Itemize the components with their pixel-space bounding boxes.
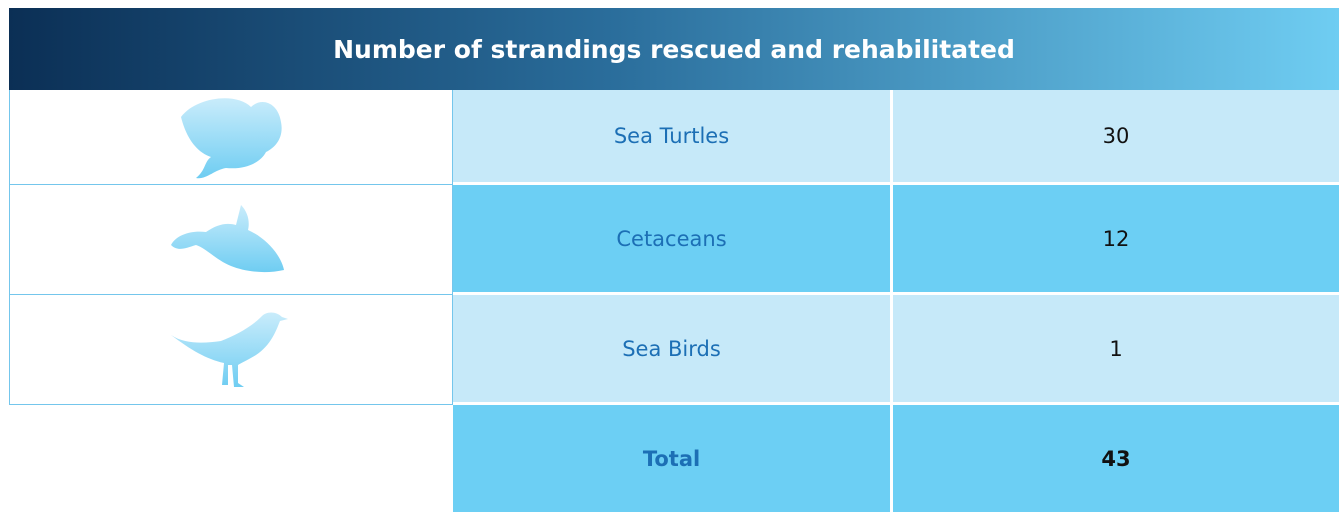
total-value: 43 — [893, 405, 1339, 515]
bird-icon — [9, 295, 453, 405]
species-name: Sea Turtles — [453, 90, 893, 185]
total-row: Total 43 — [9, 405, 1339, 515]
row: Cetaceans 12 — [9, 185, 1339, 295]
table-title: Number of strandings rescued and rehabil… — [9, 8, 1339, 90]
total-label: Total — [453, 405, 893, 515]
bird — [171, 312, 288, 387]
turtle-icon — [9, 90, 453, 185]
row: Sea Turtles 30 — [9, 90, 1339, 185]
row: Sea Birds 1 — [9, 295, 1339, 405]
count: 1 — [893, 295, 1339, 405]
cetacean-icon — [9, 185, 453, 295]
species-name: Sea Birds — [453, 295, 893, 405]
blank-cell — [9, 405, 453, 515]
table: Number of strandings rescued and rehabil… — [9, 8, 1339, 515]
species-name: Cetaceans — [453, 185, 893, 295]
turtle — [181, 98, 282, 179]
count: 12 — [893, 185, 1339, 295]
count: 30 — [893, 90, 1339, 185]
cetacean — [171, 204, 284, 272]
